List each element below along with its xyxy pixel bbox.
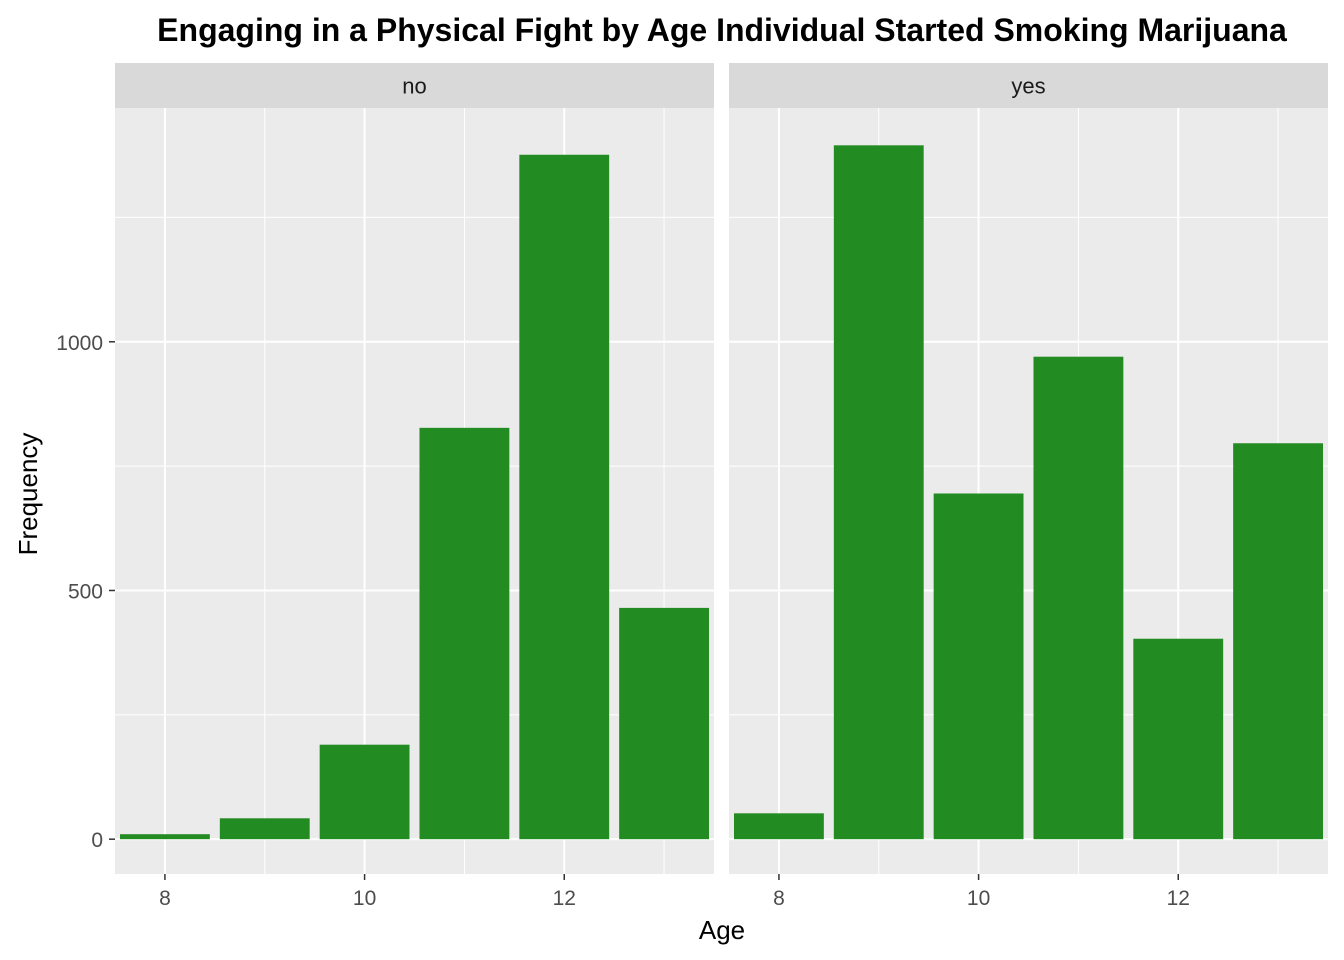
facet-strip <box>729 63 1328 108</box>
bar-yes-age-9 <box>833 145 924 840</box>
facet-panel-no: no <box>115 63 714 874</box>
chart-title: Engaging in a Physical Fight by Age Indi… <box>157 12 1287 48</box>
facet-strip-label: yes <box>1011 74 1045 99</box>
x-tick-label: 10 <box>967 887 990 910</box>
y-tick-label: 0 <box>91 829 103 852</box>
x-axes: 8 10 12 8 10 12 <box>159 874 1190 910</box>
bar-no-age-10 <box>319 744 410 840</box>
x-tick-label: 8 <box>773 887 785 910</box>
x-axis-title: Age <box>699 915 745 945</box>
x-tick-label: 8 <box>159 887 171 910</box>
facet-strip <box>115 63 714 108</box>
panel-background <box>115 108 714 874</box>
panel-background <box>729 108 1328 874</box>
facet-panel-yes: yes <box>729 63 1328 874</box>
y-tick-label: 1000 <box>56 332 103 355</box>
x-tick-label: 12 <box>1167 887 1190 910</box>
facet-panels: no yes <box>115 63 1328 874</box>
y-tick-label: 500 <box>68 580 103 603</box>
bar-yes-age-8 <box>733 813 824 840</box>
x-tick-label: 12 <box>553 887 576 910</box>
bar-no-age-12 <box>519 154 610 840</box>
y-axis: 0 500 1000 <box>56 332 115 852</box>
bar-no-age-11 <box>419 427 510 840</box>
facet-strip-label: no <box>402 74 426 99</box>
bar-yes-age-13 <box>1233 443 1324 840</box>
y-axis-title: Frequency <box>13 433 43 556</box>
bar-yes-age-11 <box>1033 356 1124 840</box>
x-tick-label: 10 <box>353 887 376 910</box>
bar-no-age-8 <box>119 834 210 840</box>
bar-no-age-13 <box>619 607 710 840</box>
bar-yes-age-10 <box>933 493 1024 840</box>
bar-yes-age-12 <box>1133 638 1224 840</box>
bar-no-age-9 <box>219 818 310 840</box>
